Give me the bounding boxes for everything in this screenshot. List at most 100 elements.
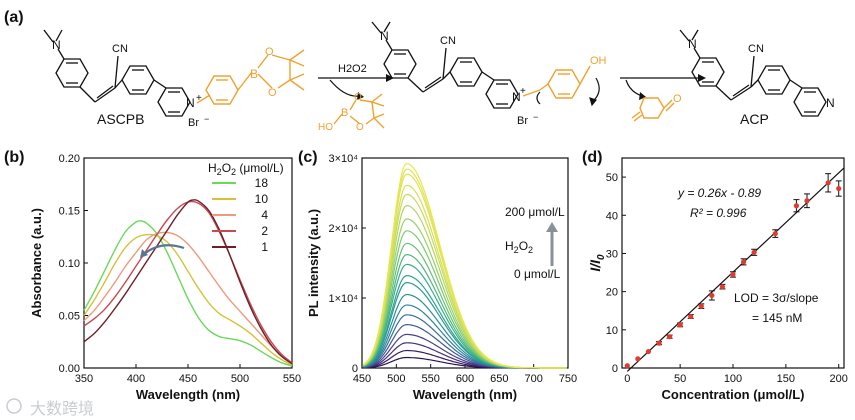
ascpb-structure: [43, 29, 191, 117]
byproduct-o-label-2: O: [356, 122, 364, 133]
x-axis-label-d: Concentration (μmol/L): [662, 387, 805, 402]
data-point: [677, 322, 683, 328]
reaction-arrow-2: [620, 74, 706, 100]
legend-label-18: 18: [255, 176, 269, 190]
y-tick-label-b: 0.20: [59, 153, 80, 165]
x-tick-label-b: 450: [179, 373, 197, 385]
watermark-logo-icon: [6, 398, 22, 414]
y-axis-label-b: Absorbance (a.u.): [29, 208, 44, 318]
data-point: [645, 348, 652, 355]
boronate-ester-group: [196, 49, 305, 105]
lod-line2-d: = 145 nM: [752, 311, 802, 325]
nme2-n-label: N: [52, 38, 61, 52]
x-tick-label-b: 550: [283, 373, 301, 385]
byproduct-b-label: B: [341, 107, 348, 119]
quinone-methide: [631, 97, 675, 122]
y-tick-label-c: 3×10⁴: [328, 153, 358, 165]
data-point: [709, 292, 715, 299]
pyridinium-n-label-2: N: [512, 90, 521, 104]
byproduct-ho-label: HO: [318, 122, 333, 133]
x-tick-label-d: 150: [777, 373, 795, 385]
y-tick-label-d: 40: [606, 210, 618, 222]
trend-arrow-b: [142, 244, 185, 256]
axis-ticks-d: 0 50 100 150 200 0 10 20 30 40 50: [606, 172, 848, 385]
series-line-18: [83, 220, 293, 367]
data-point: [804, 198, 810, 204]
panel-label-c: (c): [298, 149, 318, 166]
legend-label-2: 2: [261, 224, 268, 238]
charge-label-1: +: [196, 93, 202, 104]
pl-spectrum-20: [362, 162, 567, 369]
legend-label-1: 1: [261, 240, 268, 254]
charge-label-2: +: [520, 86, 526, 97]
data-point: [635, 356, 641, 362]
pyridine-n-label: N: [826, 96, 835, 110]
x-tick-label-b: 350: [75, 373, 93, 385]
annotation-top-c: 200 μmol/L: [505, 205, 565, 219]
increase-arrowhead-c: [546, 222, 558, 232]
equation-d: y = 0.26x - 0.89: [677, 186, 761, 200]
x-tick-label-d: 0: [624, 373, 630, 385]
intermediate-structure: [371, 21, 519, 109]
panel-label-b: (b): [4, 149, 24, 166]
x-tick-label-c: 500: [387, 373, 405, 385]
y-tick-label-b: 0.10: [59, 258, 80, 270]
data-point: [730, 271, 736, 278]
nme2-n-label-3: N: [688, 37, 697, 51]
counterion-minus-2: −: [533, 112, 538, 122]
reaction-arrow-1: [318, 74, 394, 100]
data-point: [698, 303, 704, 309]
series-line-10: [83, 233, 293, 366]
x-axis-label-c: Wavelength (nm): [413, 387, 517, 402]
ascpb-name: ASCPB: [97, 111, 144, 127]
y-axis-label-c: PL intensity (a.u.): [306, 209, 321, 317]
x-tick-label-c: 650: [490, 373, 508, 385]
x-tick-label-d: 100: [724, 373, 742, 385]
y-tick-label-d: 10: [606, 325, 618, 337]
x-axis-label-b: Wavelength (nm): [136, 387, 240, 402]
series-line-1: [83, 199, 293, 365]
nme2-n-label-2: N: [380, 29, 389, 43]
x-tick-label-c: 550: [421, 373, 439, 385]
x-tick-label-c: 450: [353, 373, 371, 385]
legend-b: 18 10 4 2 1: [212, 176, 268, 254]
byproduct-o-label-1: O: [354, 92, 362, 103]
panel-b-absorbance-chart: (b) 350 400 450 500 5500.000.050.100.150.20 …: [4, 149, 301, 402]
y-axis-label-d: I/I0: [587, 254, 607, 272]
acp-name: ACP: [740, 111, 769, 127]
data-point: [740, 259, 747, 265]
acp-structure: [679, 29, 827, 117]
boronic-byproduct: [333, 93, 385, 129]
electron-push-arrows: [536, 77, 600, 107]
x-tick-label-c: 750: [559, 373, 577, 385]
y-tick-label-c: 0: [352, 363, 358, 375]
series-line-4: [83, 231, 293, 364]
phenol-oh-label: OH: [590, 55, 607, 67]
x-tick-label-c: 600: [456, 373, 474, 385]
reagent-label-scheme: H2O2: [338, 63, 367, 75]
data-point: [751, 249, 757, 255]
data-point: [836, 185, 842, 192]
panel-c-pl-chart: (c) 450 500 550 600 650 700 750 0 1×10⁴ 2×10⁴ 3×10…: [298, 149, 577, 402]
annotation-reagent-c: H2O2: [505, 239, 533, 255]
x-tick-label-c: 700: [524, 373, 542, 385]
cn-label-2: CN: [440, 35, 456, 47]
y-tick-label-d: 20: [606, 287, 618, 299]
counterion-minus-1: −: [204, 114, 209, 124]
series-lines-b: [83, 199, 293, 367]
y-tick-label-d: 50: [606, 172, 618, 184]
data-point: [656, 340, 662, 346]
r2-d: R² = 0.996: [690, 206, 747, 220]
y-tick-label-d: 0: [612, 363, 618, 375]
counterion-label-1: Br: [188, 117, 199, 129]
boron-label-1: B: [250, 67, 258, 81]
y-tick-label-b: 0.00: [59, 363, 80, 375]
trend-arrowhead-b: [140, 249, 148, 258]
data-point: [825, 180, 831, 186]
x-tick-label-b: 500: [231, 373, 249, 385]
phenol-group: [522, 65, 591, 99]
data-point: [666, 334, 673, 340]
data-points-d: [624, 173, 842, 369]
